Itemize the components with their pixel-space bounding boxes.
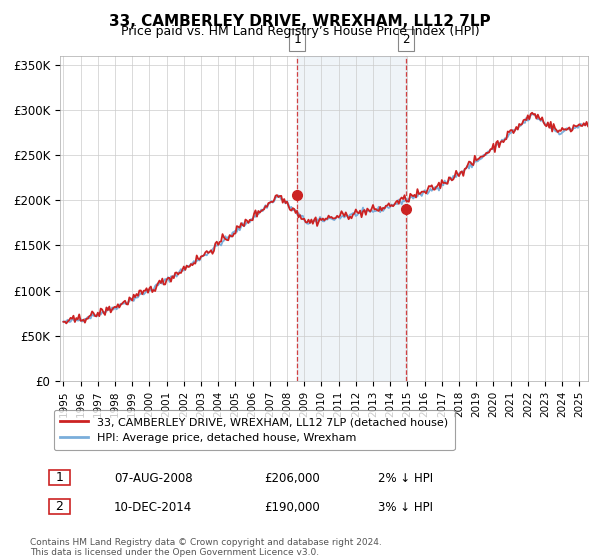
Text: 2: 2 <box>402 33 410 46</box>
Text: £190,000: £190,000 <box>264 501 320 515</box>
Text: 10-DEC-2014: 10-DEC-2014 <box>114 501 192 515</box>
Text: 2% ↓ HPI: 2% ↓ HPI <box>378 472 433 486</box>
Text: 07-AUG-2008: 07-AUG-2008 <box>114 472 193 486</box>
Legend: 33, CAMBERLEY DRIVE, WREXHAM, LL12 7LP (detached house), HPI: Average price, det: 33, CAMBERLEY DRIVE, WREXHAM, LL12 7LP (… <box>53 409 455 450</box>
FancyBboxPatch shape <box>49 470 70 485</box>
Text: Contains HM Land Registry data © Crown copyright and database right 2024.
This d: Contains HM Land Registry data © Crown c… <box>30 538 382 557</box>
Text: 3% ↓ HPI: 3% ↓ HPI <box>378 501 433 515</box>
Bar <box>297 56 406 381</box>
Text: 2: 2 <box>55 500 64 514</box>
Text: 33, CAMBERLEY DRIVE, WREXHAM, LL12 7LP: 33, CAMBERLEY DRIVE, WREXHAM, LL12 7LP <box>109 14 491 29</box>
Text: £206,000: £206,000 <box>264 472 320 486</box>
FancyBboxPatch shape <box>49 500 70 514</box>
Text: 1: 1 <box>293 33 301 46</box>
Text: Price paid vs. HM Land Registry’s House Price Index (HPI): Price paid vs. HM Land Registry’s House … <box>121 25 479 38</box>
Text: 1: 1 <box>55 471 64 484</box>
